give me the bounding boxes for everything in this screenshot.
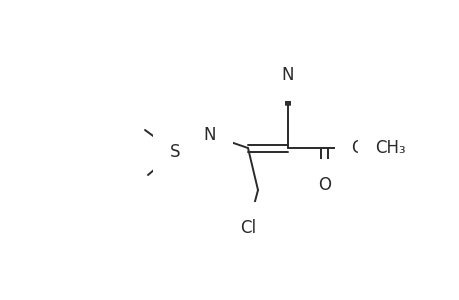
Text: S: S <box>169 143 180 161</box>
Text: CH₃: CH₃ <box>374 139 404 157</box>
Text: N: N <box>281 66 294 84</box>
Text: O: O <box>318 176 331 194</box>
Text: Cl: Cl <box>240 219 256 237</box>
Text: N: N <box>203 126 216 144</box>
Text: O: O <box>351 139 364 157</box>
